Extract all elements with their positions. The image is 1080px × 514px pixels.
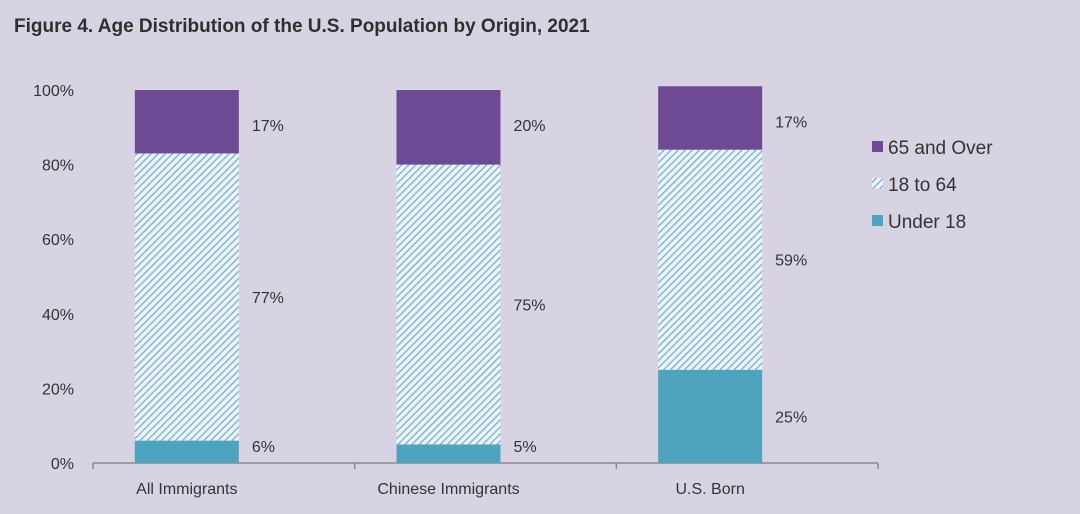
y-tick-label: 40% — [42, 307, 74, 324]
x-tick-label-all-immigrants: All Immigrants — [136, 481, 237, 498]
y-tick-label: 100% — [33, 83, 74, 100]
chart-title: Figure 4. Age Distribution of the U.S. P… — [14, 16, 590, 37]
data-label-18-to-64-all-immigrants: 77% — [252, 290, 284, 307]
data-label-65-and-over-chinese-immigrants: 20% — [514, 118, 546, 135]
y-tick-label: 80% — [42, 158, 74, 175]
bar-18-to-64-all-immigrants — [134, 153, 239, 441]
y-tick-label: 0% — [51, 456, 74, 473]
data-label-65-and-over-all-immigrants: 17% — [252, 118, 284, 135]
legend-swatch-18-to-64 — [872, 178, 883, 189]
bar-65-and-over-u-s-born — [658, 86, 763, 150]
legend-label-under-18: Under 18 — [888, 212, 966, 233]
bar-65-and-over-chinese-immigrants — [396, 90, 501, 165]
data-label-under-18-chinese-immigrants: 5% — [514, 439, 537, 456]
data-label-under-18-u-s-born: 25% — [775, 409, 807, 426]
bar-under-18-all-immigrants — [134, 440, 239, 463]
legend-label-18-to-64: 18 to 64 — [888, 175, 957, 196]
bar-65-and-over-all-immigrants — [134, 90, 239, 154]
data-label-65-and-over-u-s-born: 17% — [775, 114, 807, 131]
x-tick-label-u-s-born: U.S. Born — [675, 481, 744, 498]
data-label-18-to-64-u-s-born: 59% — [775, 253, 807, 270]
bar-under-18-u-s-born — [658, 369, 763, 463]
bar-under-18-chinese-immigrants — [396, 444, 501, 463]
y-tick-label: 60% — [42, 232, 74, 249]
x-tick-label-chinese-immigrants: Chinese Immigrants — [377, 481, 519, 498]
legend-swatch-65-and-over — [872, 141, 883, 152]
y-tick-label: 20% — [42, 381, 74, 398]
bar-18-to-64-chinese-immigrants — [396, 164, 501, 445]
data-label-under-18-all-immigrants: 6% — [252, 439, 275, 456]
bar-18-to-64-u-s-born — [658, 149, 763, 370]
legend-label-65-and-over: 65 and Over — [888, 138, 993, 159]
legend-swatch-under-18 — [872, 215, 883, 226]
data-label-18-to-64-chinese-immigrants: 75% — [514, 297, 546, 314]
